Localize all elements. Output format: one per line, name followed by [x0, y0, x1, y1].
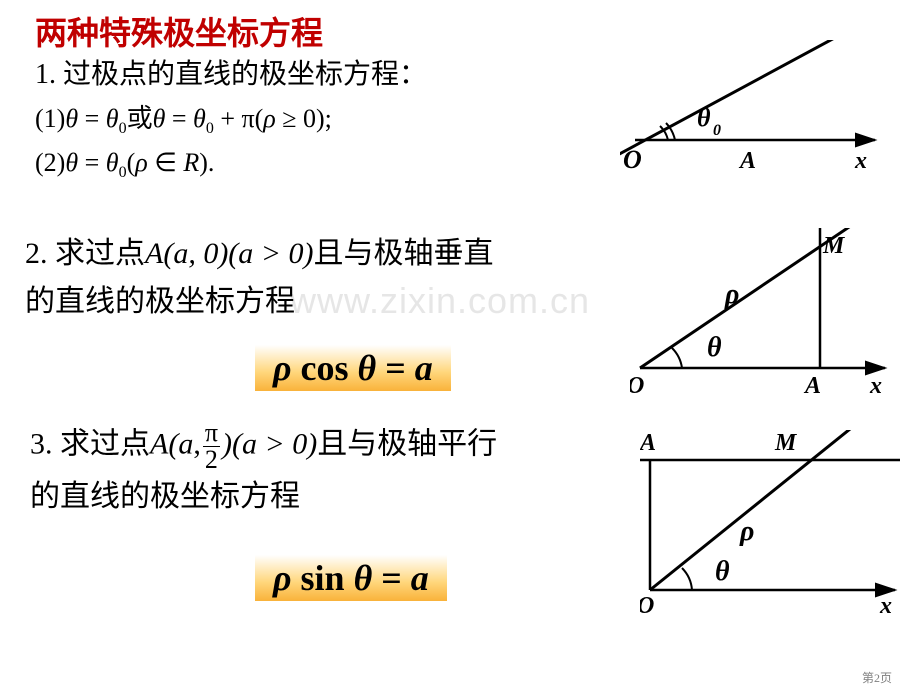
d3-x: x: [879, 593, 892, 615]
frac-den: 2: [203, 447, 220, 473]
eq1-prefix: (1): [35, 104, 65, 133]
diagram-3: ρ θ O x A M: [640, 430, 920, 620]
eq2-eq: =: [78, 148, 106, 177]
d3-O: O: [640, 593, 654, 615]
d3-rho: ρ: [739, 516, 754, 547]
eq2-theta0: θ: [106, 148, 119, 177]
d1-x: x: [854, 148, 867, 174]
eq1-rho: ρ: [263, 104, 275, 133]
eq1-theta0: θ: [106, 104, 119, 133]
eq1-theta: θ: [65, 104, 78, 133]
page-title: 两种特殊极坐标方程: [35, 8, 323, 54]
s3-comma: ,: [193, 427, 201, 460]
formula-2: ρ sin θ = a: [255, 555, 447, 601]
eq2-theta: θ: [65, 148, 78, 177]
s2-b: 且与极轴垂直: [314, 237, 494, 270]
section3-text: 3. 求过点A(a,π2)(a > 0)且与极轴平行 的直线的极坐标方程: [30, 420, 610, 521]
d2-M: M: [822, 233, 846, 259]
eq1-ge: ≥ 0);: [276, 104, 332, 133]
eq1-plus: + π(: [214, 104, 263, 133]
d3-theta: θ: [715, 556, 730, 587]
diagram-1: θ 0 O A x: [620, 40, 900, 195]
section2-text: 2. 求过点A(a, 0)(a > 0)且与极轴垂直 的直线的极坐标方程: [25, 230, 605, 326]
section1-eq1: (1)θ = θ0或θ = θ0 + π(ρ ≥ 0);: [35, 98, 332, 138]
s2-args: (a, 0)(a > 0): [163, 237, 313, 270]
s3-A: A: [150, 427, 168, 460]
s3-lp: (: [168, 427, 178, 460]
eq2-R: R: [183, 148, 199, 177]
eq1-theta02: θ: [193, 104, 206, 133]
d1-sub0: 0: [713, 122, 721, 139]
s3-cond: a > 0): [242, 427, 317, 460]
f1-rho: ρ: [273, 348, 292, 388]
eq1-or: 或: [127, 104, 153, 133]
eq2-prefix: (2): [35, 148, 65, 177]
d3-M: M: [774, 430, 798, 456]
s3-a: 3. 求过点: [30, 427, 150, 460]
eq2-rho: ρ: [135, 148, 147, 177]
d1-A: A: [738, 148, 756, 174]
s3-a2: a: [178, 427, 193, 460]
d3-A: A: [640, 430, 656, 456]
eq2-in: ∈: [148, 148, 184, 177]
eq1-sub0: 0: [119, 120, 127, 137]
d1-O: O: [623, 145, 642, 174]
eq1-eq2: =: [165, 104, 193, 133]
s3-b: 且与极轴平行: [317, 427, 497, 460]
s2-A: A: [145, 237, 163, 270]
fraction-pi-2: π2: [203, 420, 220, 473]
eq2-rp: ).: [199, 148, 214, 177]
eq2-lp: (: [127, 148, 136, 177]
s2-a: 2. 求过点: [25, 237, 145, 270]
section1-heading: 1. 过极点的直线的极坐标方程：: [35, 52, 427, 92]
eq1-eq: =: [78, 104, 106, 133]
page-number: 第2页: [862, 669, 892, 686]
d2-rho: ρ: [724, 279, 739, 310]
eq1-sub02: 0: [206, 120, 214, 137]
d1-theta: θ: [697, 103, 711, 132]
section1-eq2: (2)θ = θ0(ρ ∈ R).: [35, 148, 214, 182]
eq1-theta2: θ: [153, 104, 166, 133]
eq2-sub0: 0: [119, 164, 127, 181]
d2-O: O: [630, 373, 644, 398]
diagram-2: ρ θ O A x M: [630, 228, 910, 403]
s3-rp: )(: [222, 427, 242, 460]
frac-num: π: [203, 420, 220, 447]
s3-c: 的直线的极坐标方程: [30, 480, 300, 513]
d2-A: A: [803, 373, 821, 398]
d2-theta: θ: [707, 332, 722, 363]
f2-rho: ρ: [273, 558, 292, 598]
s2-c: 的直线的极坐标方程: [25, 285, 295, 318]
d2-x: x: [869, 373, 882, 398]
formula-1: ρ cos θ = a: [255, 345, 451, 391]
